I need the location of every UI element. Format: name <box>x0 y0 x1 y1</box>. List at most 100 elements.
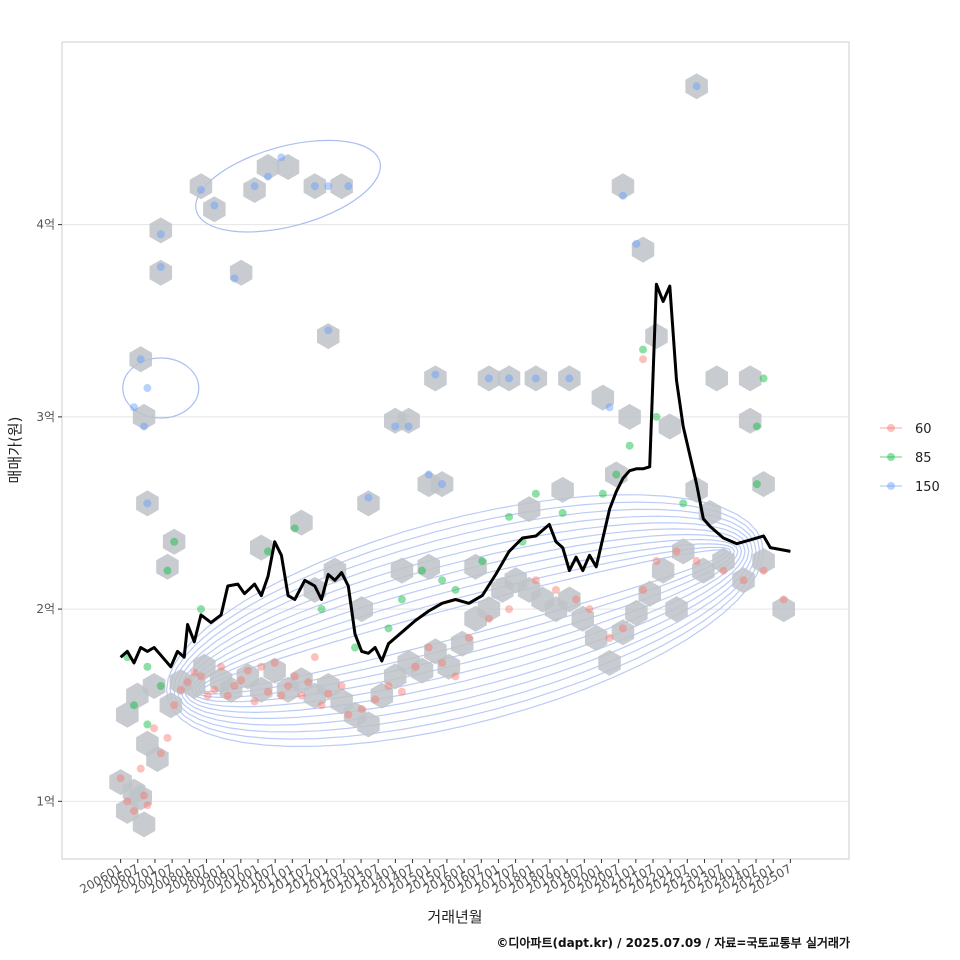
point-60 <box>551 585 560 594</box>
point-85 <box>438 576 447 585</box>
hexbin <box>738 365 762 392</box>
point-150 <box>438 480 447 489</box>
point-150 <box>632 239 641 248</box>
point-60 <box>652 557 661 566</box>
point-60 <box>210 685 219 694</box>
point-150 <box>531 374 540 383</box>
hexbin <box>685 73 708 100</box>
point-60 <box>719 566 728 575</box>
point-60 <box>324 689 333 698</box>
plot-background <box>61 41 850 860</box>
point-150 <box>156 262 165 271</box>
y-tick-label: 3억 <box>36 410 55 424</box>
point-60 <box>223 691 232 700</box>
hexbin <box>424 365 447 392</box>
point-60 <box>250 697 259 706</box>
point-85 <box>317 605 326 614</box>
hexbin <box>250 534 273 561</box>
hexbin <box>330 173 353 200</box>
point-60 <box>692 557 701 566</box>
hexbin <box>430 471 454 498</box>
hexbin <box>129 784 152 811</box>
point-60 <box>297 691 306 700</box>
hexbin <box>598 649 621 676</box>
point-85 <box>679 499 688 508</box>
hexbin <box>645 323 668 350</box>
point-60 <box>317 701 326 710</box>
legend-point-60 <box>887 424 895 432</box>
hexbin <box>558 365 581 392</box>
hexbin <box>665 596 688 623</box>
hexbin <box>263 657 286 684</box>
hexbin <box>631 236 655 263</box>
hexbin <box>159 692 183 719</box>
point-85 <box>130 701 139 710</box>
point-60 <box>163 733 172 742</box>
hexbin <box>651 557 675 584</box>
point-150 <box>324 326 333 335</box>
point-150 <box>136 355 145 364</box>
point-150 <box>431 370 440 379</box>
legend-label-60: 60 <box>915 422 932 437</box>
hexbin <box>752 548 775 574</box>
point-85 <box>612 470 621 479</box>
hexbin <box>551 476 574 503</box>
hexbin <box>638 580 661 607</box>
point-60 <box>451 672 460 681</box>
hexbin <box>142 673 166 699</box>
point-60 <box>384 681 393 690</box>
point-60 <box>217 662 226 671</box>
point-150 <box>424 470 433 479</box>
density-contour <box>195 139 381 233</box>
hexbin <box>477 365 501 392</box>
hexbin <box>229 259 253 286</box>
point-60 <box>411 662 420 671</box>
point-85 <box>163 566 172 575</box>
point-60 <box>310 653 319 662</box>
x-axis-ticks: 2006012006072007012007072008012008072009… <box>77 859 794 897</box>
point-85 <box>397 595 406 604</box>
point-85 <box>505 512 514 521</box>
hexbin <box>390 557 414 584</box>
legend: 60 85 150 <box>880 422 940 495</box>
point-60 <box>605 633 614 642</box>
point-150 <box>210 201 219 210</box>
point-60 <box>618 624 627 633</box>
hexbin <box>705 365 728 392</box>
hexbin <box>618 403 641 430</box>
point-60 <box>140 791 149 800</box>
hexbin <box>219 676 243 703</box>
hexbin <box>350 596 373 623</box>
point-150 <box>692 82 701 91</box>
median-line-layer <box>119 282 791 669</box>
legend-label-150: 150 <box>915 480 940 495</box>
point-85 <box>290 524 299 533</box>
y-axis-title: 매매가(원) <box>6 417 24 484</box>
y-tick-label: 1억 <box>36 794 55 808</box>
point-150 <box>324 182 333 191</box>
hexbin <box>317 673 340 699</box>
y-axis-ticks: 1억 2억 3억 4억 <box>36 218 62 808</box>
hexbin <box>149 217 173 244</box>
hexbin <box>193 653 216 680</box>
legend-point-85 <box>887 453 895 461</box>
point-60 <box>136 764 145 773</box>
scatter-points <box>116 82 788 815</box>
point-150 <box>277 153 286 162</box>
hexbin <box>692 557 715 584</box>
hexbin <box>132 811 156 838</box>
point-150 <box>404 422 413 431</box>
hexbin <box>571 605 594 632</box>
hexbin <box>250 676 273 703</box>
point-85 <box>170 537 179 546</box>
hexbin <box>357 490 380 517</box>
point-60 <box>572 595 581 604</box>
point-60 <box>337 681 346 690</box>
point-85 <box>652 412 661 421</box>
hexbin <box>203 196 226 223</box>
point-150 <box>505 374 514 383</box>
point-85 <box>558 508 567 517</box>
point-60 <box>123 797 132 806</box>
hexbin <box>450 630 474 657</box>
point-60 <box>672 547 681 556</box>
